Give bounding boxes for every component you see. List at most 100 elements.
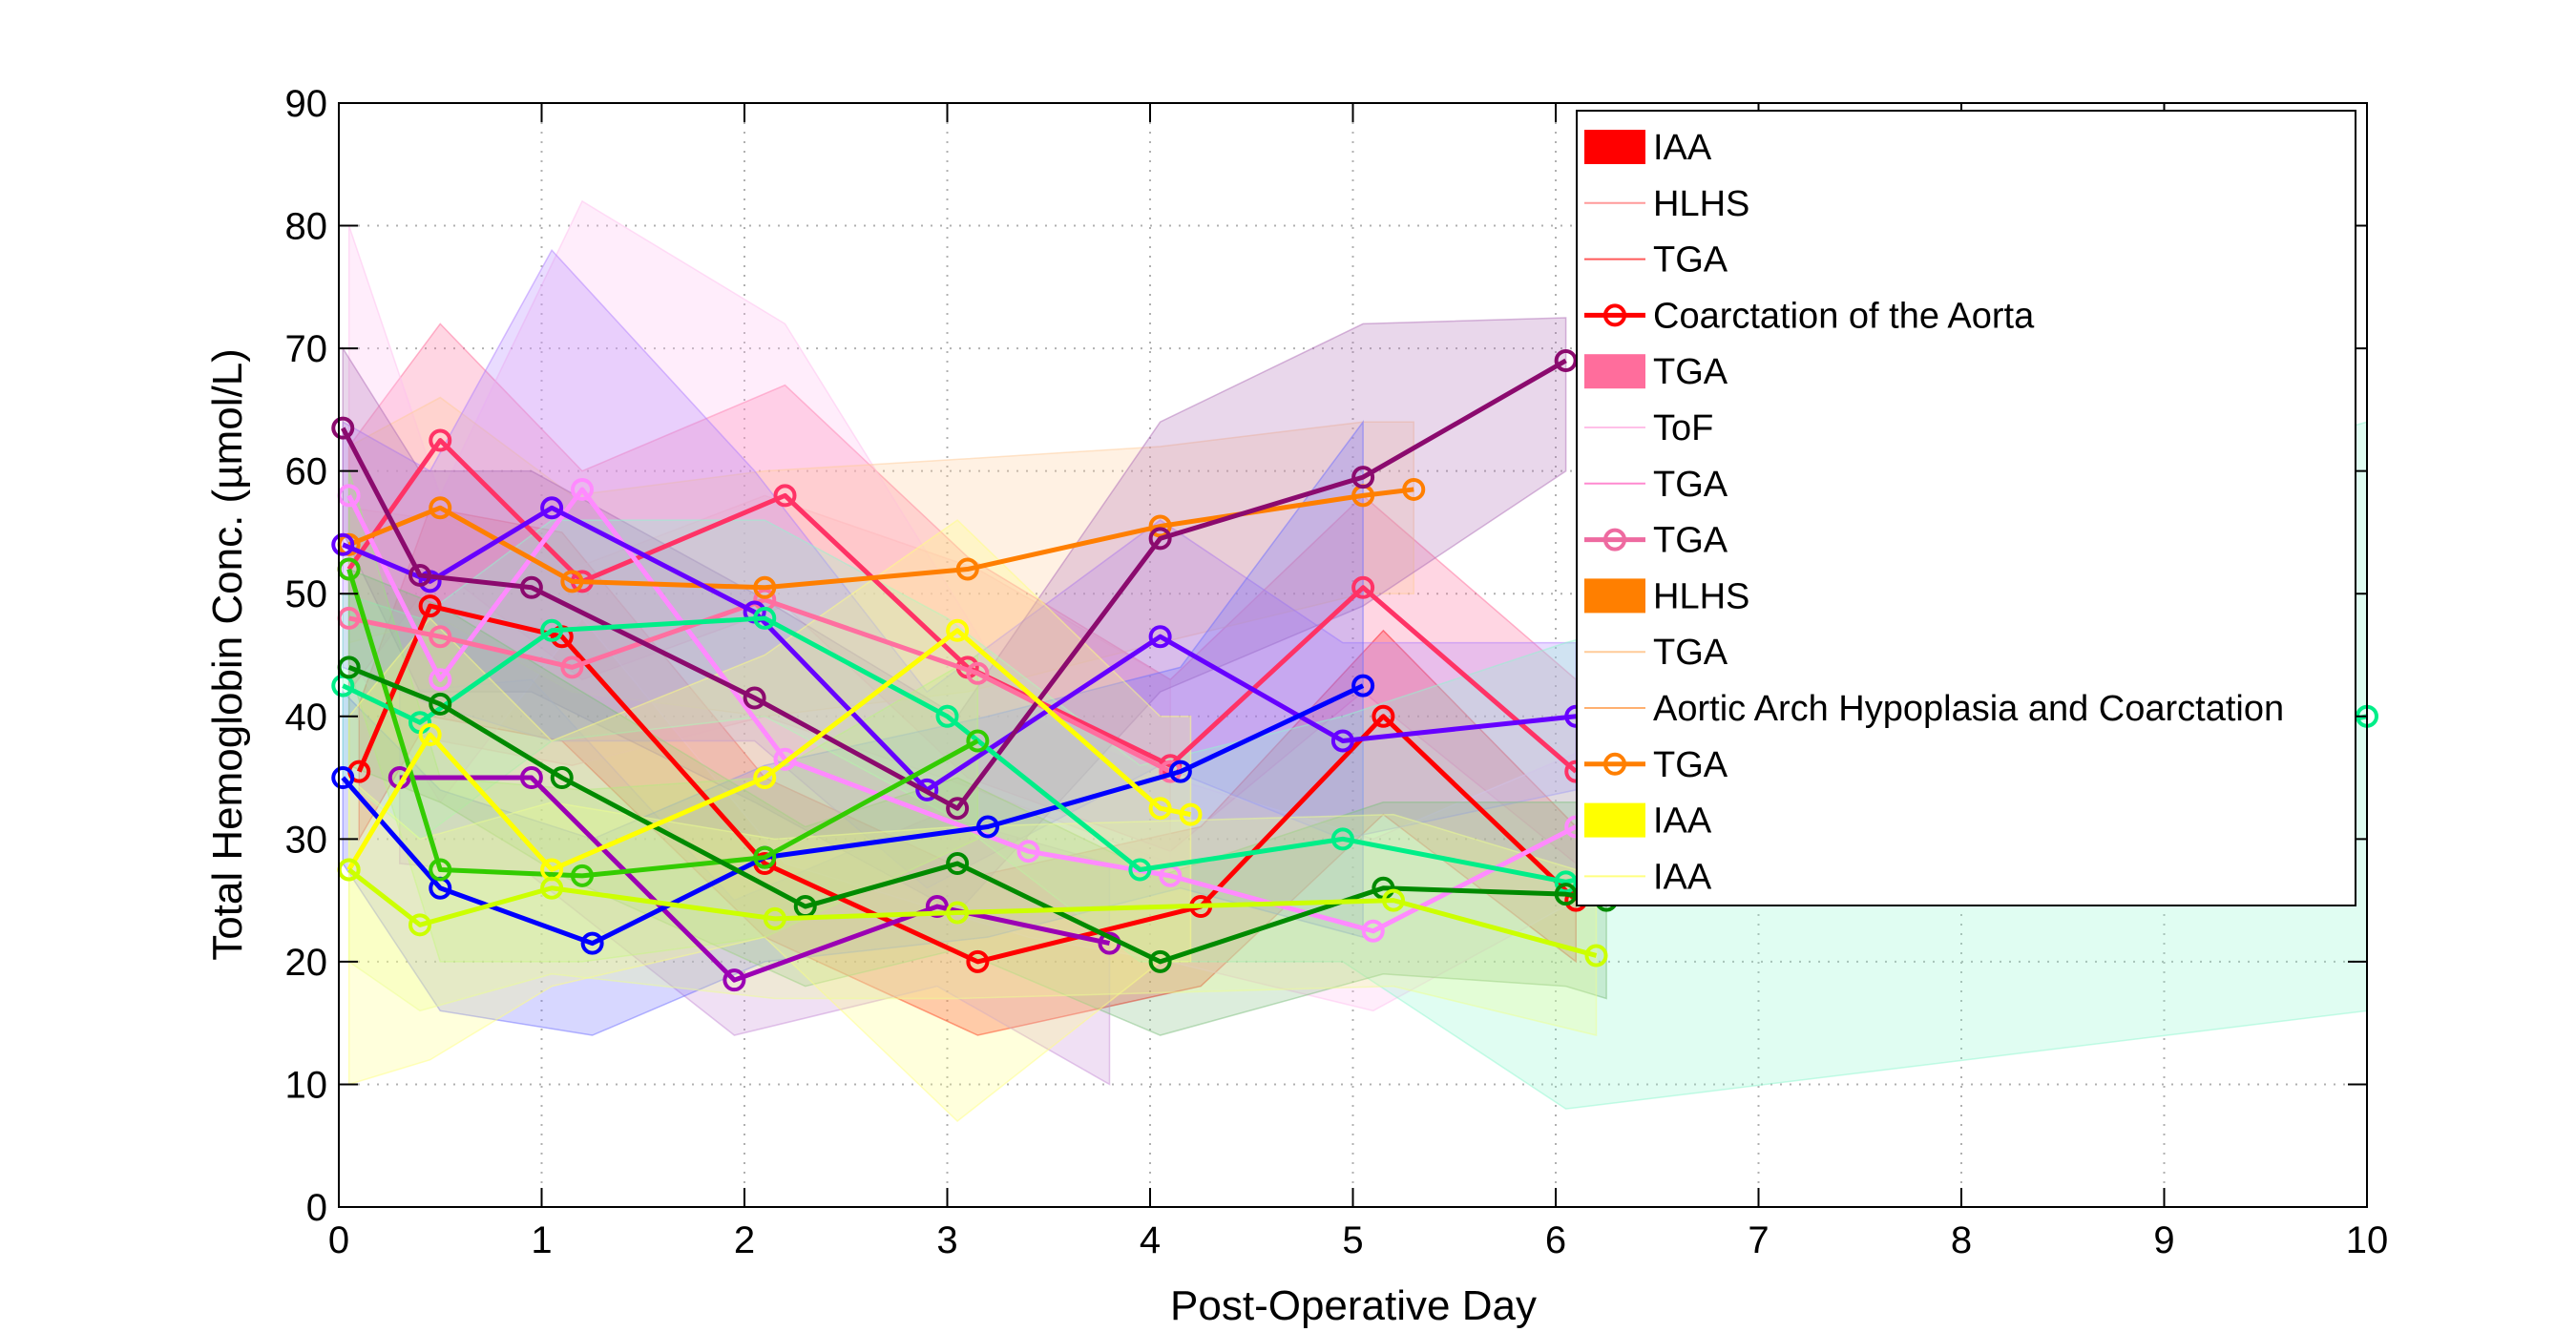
series-point-2-6: [1361, 919, 1385, 943]
series-point-13-6: [1584, 944, 1608, 968]
series-point-6-6: [1351, 466, 1375, 489]
y-tick-label-1: 10: [285, 1064, 328, 1106]
legend-item-7: TGA: [1584, 521, 1728, 561]
legend-item-8: HLHS: [1584, 576, 1749, 616]
series-point-6-4: [946, 797, 970, 821]
y-tick-label-7: 70: [285, 328, 328, 370]
series-point-4-1: [429, 496, 452, 520]
y-axis-title: Total Hemoglobin Conc. (µmol/L): [204, 348, 251, 961]
series-point-9-6: [1330, 827, 1354, 851]
series-band-6: [342, 317, 1567, 914]
series-point-7-2: [723, 968, 746, 992]
y-tick-label-8: 80: [285, 206, 328, 248]
legend-item-11: TGA: [1584, 745, 1728, 785]
series-point-9-4: [935, 704, 959, 728]
series-line-5: [342, 505, 1577, 793]
series-point-4-7: [1402, 477, 1426, 501]
series-line-3: [348, 597, 1172, 774]
y-tick-label-6: 60: [285, 451, 328, 493]
series-point-3-1: [429, 625, 452, 649]
y-tick-label-0: 0: [306, 1187, 327, 1229]
series-point-11-2: [550, 766, 574, 790]
series-point-11-1: [429, 692, 452, 716]
series-line-4: [347, 487, 1414, 591]
series-point-6-7: [1554, 348, 1578, 372]
y-tick-label-9: 90: [285, 83, 328, 125]
x-tick-label-2: 2: [734, 1219, 755, 1261]
y-tick-label-4: 40: [285, 697, 328, 739]
legend-box: [1576, 110, 2356, 906]
series-13: [337, 858, 1608, 968]
legend-label-7: TGA: [1653, 521, 1728, 561]
legend-item-9: TGA: [1584, 633, 1728, 673]
series-point-8-0: [331, 766, 355, 790]
legend-label-12: IAA: [1653, 801, 1712, 842]
series-point-12-5: [1148, 797, 1172, 821]
legend-label-9: TGA: [1653, 633, 1728, 673]
series-point-6-3: [743, 686, 766, 710]
series-point-5-4: [915, 778, 939, 801]
legend-swatch-12: [1584, 802, 1645, 838]
series-point-8-6: [1351, 674, 1375, 697]
series-point-9-2: [540, 618, 564, 642]
legend-label-8: HLHS: [1653, 576, 1749, 616]
series-point-6-0: [331, 416, 355, 440]
series-point-2-1: [429, 668, 452, 692]
series-point-2-3: [773, 747, 797, 771]
legend-item-6: TGA: [1584, 465, 1728, 505]
tick-labels: 0 1 2 3 4 5 6 7 8 9 10 0 10 20 30 40 50 60 70 80 90: [285, 83, 2389, 1261]
series-point-12-4: [946, 618, 970, 642]
legend-item-2: TGA: [1584, 240, 1728, 281]
series-line-9: [342, 615, 2368, 885]
series-point-1-1: [429, 428, 452, 452]
series-line-2: [346, 487, 1578, 934]
legend-item-13: IAA: [1584, 857, 1712, 897]
y-tick-label-2: 20: [285, 942, 328, 984]
series-point-10-3: [753, 845, 777, 869]
series-point-13-3: [763, 906, 786, 930]
series-point-2-2: [571, 477, 594, 501]
series-point-9-3: [753, 606, 777, 630]
x-tick-label-4: 4: [1140, 1219, 1161, 1261]
series-bands: [342, 199, 2368, 1123]
legend-label-13: IAA: [1653, 857, 1712, 897]
legend-label-0: IAA: [1653, 128, 1712, 168]
series-band-4: [347, 396, 1414, 718]
series-line-0: [356, 603, 1578, 965]
series-point-10-2: [571, 864, 594, 887]
series-lines: [331, 348, 2378, 992]
series-point-2-4: [1016, 840, 1040, 864]
series-point-6-2: [519, 575, 543, 599]
series-point-10-1: [429, 858, 452, 882]
x-tick-label-6: 6: [1545, 1219, 1566, 1261]
series-point-7-3: [925, 895, 949, 919]
x-axis-title: Post-Operative Day: [1170, 1282, 1537, 1329]
series-line-11: [347, 665, 1607, 965]
series-point-13-4: [946, 901, 970, 925]
legend-swatch-4: [1584, 354, 1645, 389]
series-point-5-5: [1148, 625, 1172, 649]
x-tick-label-3: 3: [936, 1219, 957, 1261]
series-line-6: [341, 358, 1567, 811]
legend-label-6: TGA: [1653, 465, 1728, 505]
legend-item-12: IAA: [1584, 801, 1712, 842]
legend-label-11: TGA: [1653, 745, 1728, 785]
series-point-6-5: [1148, 527, 1172, 551]
series-line-13: [347, 867, 1598, 958]
legend-marker-7: [1603, 528, 1626, 552]
legend-marker-11: [1603, 752, 1626, 776]
series-point-0-4: [966, 949, 990, 973]
series-point-5-6: [1330, 729, 1354, 753]
legend-swatch-0: [1584, 130, 1645, 164]
series-point-8-4: [976, 815, 999, 839]
legend-item-4: TGA: [1584, 352, 1728, 392]
series-line-1: [346, 438, 1578, 774]
legend: IAA HLHS TGA Coarctation of the Aorta TGA ToF…: [1576, 110, 2356, 906]
legend-item-10: Aortic Arch Hypoplasia and Coarctation: [1584, 689, 2284, 729]
series-point-0-1: [418, 594, 442, 618]
legend-label-3: Coarctation of the Aorta: [1653, 296, 2035, 336]
series-point-5-2: [540, 496, 564, 520]
series-point-1-6: [1351, 575, 1375, 599]
legend-label-2: TGA: [1653, 240, 1728, 281]
